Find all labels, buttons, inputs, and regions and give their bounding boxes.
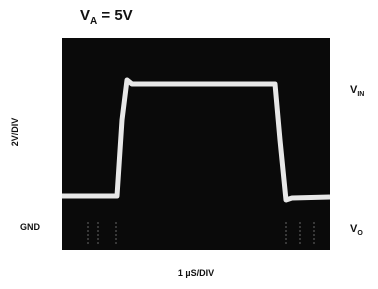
title-main: V <box>80 7 90 24</box>
scope-screen <box>62 38 330 250</box>
page: VA = 5V 2V/DIV GND VIN VO 1 µS/DIV (() =… <box>0 0 378 289</box>
trace-label: VO <box>350 223 363 237</box>
trace-sub: O <box>357 230 363 237</box>
trace-label: VIN <box>350 84 364 98</box>
ground-label: GND <box>20 222 41 232</box>
x-scale-label: 1 µS/DIV <box>178 268 214 278</box>
y-scale-label: 2V/DIV <box>10 118 20 147</box>
title: VA = 5V <box>80 7 133 27</box>
trace-sub: IN <box>357 91 364 98</box>
scope-figure: VA = 5V 2V/DIV GND VIN VO 1 µS/DIV <box>0 0 378 289</box>
title-sub: A <box>90 16 97 27</box>
title-rest: = 5V <box>97 7 132 24</box>
